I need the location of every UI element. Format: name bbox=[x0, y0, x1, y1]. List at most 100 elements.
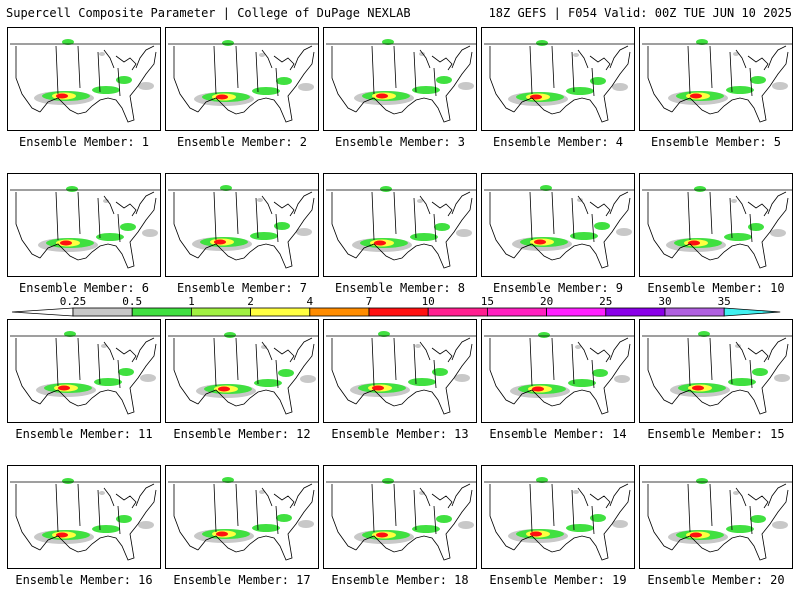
scp-shading bbox=[94, 378, 122, 386]
map-graphic bbox=[642, 478, 792, 561]
scp-shading bbox=[257, 198, 263, 202]
map-graphic bbox=[642, 39, 792, 123]
color-scale-legend: 0.25 0.5 1 2 4 7 10 15 20 25 30 35 bbox=[11, 296, 781, 317]
legend-arrow-low bbox=[11, 307, 74, 317]
scp-shading bbox=[694, 186, 706, 192]
scp-shading bbox=[222, 477, 234, 483]
scp-shading bbox=[412, 86, 440, 94]
scp-shading bbox=[417, 199, 423, 203]
scp-shading bbox=[534, 239, 546, 245]
scp-shading bbox=[566, 524, 594, 532]
legend-swatch bbox=[368, 307, 429, 317]
legend-swatch bbox=[427, 307, 488, 317]
scp-shading bbox=[298, 520, 314, 528]
scp-shading bbox=[536, 477, 548, 483]
scp-shading bbox=[66, 186, 78, 192]
scp-shading bbox=[568, 379, 596, 387]
scp-shading bbox=[733, 491, 739, 495]
map-graphic bbox=[168, 332, 318, 415]
member-label: Ensemble Member: 10 bbox=[647, 281, 785, 295]
scp-shading bbox=[376, 532, 388, 538]
member-map-3 bbox=[323, 27, 477, 131]
coastline-border bbox=[168, 335, 318, 415]
scp-shading bbox=[276, 514, 292, 522]
member-label: Ensemble Member: 15 bbox=[647, 427, 785, 441]
scp-shading bbox=[575, 345, 581, 349]
scp-shading bbox=[378, 331, 390, 337]
legend-arrow-high bbox=[723, 307, 781, 317]
map-graphic bbox=[168, 40, 318, 123]
member-map-15 bbox=[639, 319, 793, 423]
map-graphic bbox=[326, 331, 476, 415]
coastline-border bbox=[642, 43, 792, 123]
legend-tick-label: 10 bbox=[422, 296, 435, 308]
member-map-13 bbox=[323, 319, 477, 423]
scp-shading bbox=[56, 532, 68, 538]
member-label: Ensemble Member: 1 bbox=[18, 135, 150, 149]
scp-shading bbox=[590, 514, 606, 522]
member-map-7 bbox=[165, 173, 319, 277]
scp-shading bbox=[415, 344, 421, 348]
scp-shading bbox=[382, 39, 394, 45]
member-label: Ensemble Member: 2 bbox=[176, 135, 308, 149]
scp-shading bbox=[374, 240, 386, 246]
scp-shading bbox=[376, 93, 388, 99]
scp-shading bbox=[688, 240, 700, 246]
map-graphic bbox=[10, 331, 160, 415]
legend-tick-label: 4 bbox=[306, 296, 313, 308]
legend-tick-label: 0.25 bbox=[60, 296, 87, 308]
member-map-14 bbox=[481, 319, 635, 423]
map-graphic bbox=[326, 186, 476, 269]
legend-tick-label: 1 bbox=[188, 296, 195, 308]
scp-shading bbox=[748, 223, 764, 231]
coastline-border bbox=[10, 43, 160, 123]
scp-shading bbox=[138, 521, 154, 529]
coastline-border bbox=[484, 189, 634, 269]
scp-shading bbox=[92, 525, 120, 533]
scp-shading bbox=[690, 532, 702, 538]
scp-shading bbox=[224, 332, 236, 338]
scp-shading bbox=[116, 76, 132, 84]
scp-shading bbox=[530, 94, 542, 100]
scp-shading bbox=[566, 87, 594, 95]
scp-shading bbox=[454, 374, 470, 382]
member-label: Ensemble Member: 9 bbox=[492, 281, 624, 295]
scp-shading bbox=[62, 39, 74, 45]
scp-shading bbox=[142, 229, 158, 237]
scp-shading bbox=[726, 525, 754, 533]
scp-shading bbox=[594, 222, 610, 230]
coastline-border bbox=[168, 189, 318, 269]
map-graphic bbox=[326, 39, 476, 123]
scp-shading bbox=[592, 369, 608, 377]
scp-shading bbox=[216, 531, 228, 537]
scp-shading bbox=[538, 332, 550, 338]
scp-shading bbox=[218, 386, 230, 392]
scp-shading bbox=[408, 378, 436, 386]
scp-shading bbox=[220, 185, 232, 191]
scp-shading bbox=[612, 83, 628, 91]
member-label: Ensemble Member: 12 bbox=[173, 427, 311, 441]
scp-shading bbox=[772, 82, 788, 90]
scp-shading bbox=[274, 222, 290, 230]
member-map-8 bbox=[323, 173, 477, 277]
map-graphic bbox=[484, 185, 634, 269]
legend-swatch bbox=[664, 307, 725, 317]
scp-shading bbox=[252, 524, 280, 532]
scp-shading bbox=[750, 515, 766, 523]
map-graphic bbox=[10, 39, 160, 123]
legend-swatch bbox=[72, 307, 133, 317]
member-map-4 bbox=[481, 27, 635, 131]
member-label: Ensemble Member: 14 bbox=[489, 427, 627, 441]
member-label: Ensemble Member: 11 bbox=[15, 427, 153, 441]
scp-shading bbox=[382, 478, 394, 484]
member-map-1 bbox=[7, 27, 161, 131]
scp-shading bbox=[300, 375, 316, 383]
member-label: Ensemble Member: 3 bbox=[334, 135, 466, 149]
scp-shading bbox=[540, 185, 552, 191]
scp-shading bbox=[278, 369, 294, 377]
legend-swatch bbox=[250, 307, 311, 317]
member-map-17 bbox=[165, 465, 319, 569]
member-map-9 bbox=[481, 173, 635, 277]
member-label: Ensemble Member: 7 bbox=[176, 281, 308, 295]
scp-shading bbox=[96, 233, 124, 241]
